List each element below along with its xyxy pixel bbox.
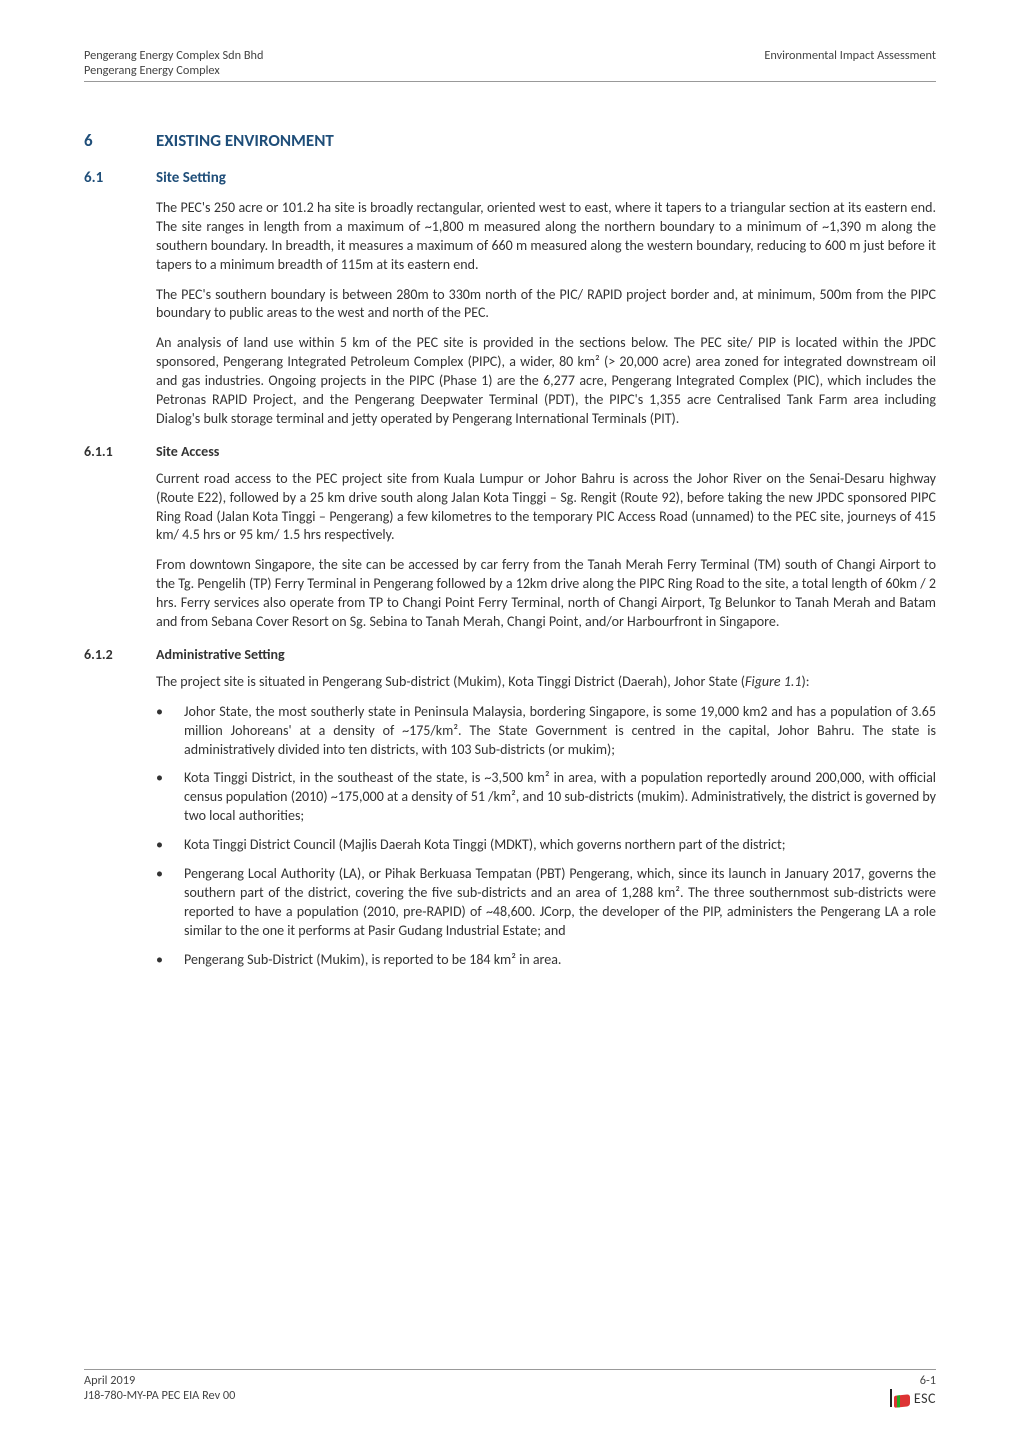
bullet-list-6-1-2: •Johor State, the most southerly state i… [156,703,936,970]
heading-6-num: 6 [84,130,156,151]
para-6-1-2: The PEC's southern boundary is between 2… [156,286,936,324]
section-6-1-1-body: Current road access to the PEC project s… [156,470,936,632]
list-item: •Kota Tinggi District Council (Majlis Da… [156,836,936,855]
heading-6-1-1: 6.1.1 Site Access [84,443,936,460]
para-6-1-2-1-a: The project site is situated in Pengeran… [156,673,745,690]
list-item-text: Johor State, the most southerly state in… [184,703,936,760]
header-right: Environmental Impact Assessment [764,48,936,78]
page-footer: April 2019 J18-780-MY-PA PEC EIA Rev 00 … [84,1369,936,1403]
list-item: •Pengerang Local Authority (LA), or Piha… [156,865,936,941]
list-item: •Pengerang Sub-District (Mukim), is repo… [156,951,936,970]
bullet-icon: • [156,769,184,826]
bullet-icon: • [156,836,184,855]
heading-6: 6 EXISTING ENVIRONMENT [84,130,936,151]
content: 6 EXISTING ENVIRONMENT 6.1 Site Setting … [84,130,936,970]
flag-pole-icon [890,1389,892,1407]
bullet-icon: • [156,951,184,970]
footer-doc-ref: J18-780-MY-PA PEC EIA Rev 00 [84,1388,235,1403]
footer-rule [84,1369,936,1370]
heading-6-1-num: 6.1 [84,169,156,187]
footer-left: April 2019 J18-780-MY-PA PEC EIA Rev 00 [84,1373,235,1403]
section-6-1-2-body: The project site is situated in Pengeran… [156,673,936,970]
header-doc-type: Environmental Impact Assessment [764,48,936,63]
header-company: Pengerang Energy Complex Sdn Bhd [84,48,263,63]
section-6-1-body: The PEC's 250 acre or 101.2 ha site is b… [156,199,936,429]
heading-6-1-1-num: 6.1.1 [84,443,156,460]
heading-6-1-1-title: Site Access [156,443,219,460]
heading-6-1-title: Site Setting [156,169,226,187]
esc-logo-text: ESC [914,1390,936,1407]
para-6-1-3: An analysis of land use within 5 km of t… [156,334,936,428]
header-rule [84,81,936,82]
heading-6-1: 6.1 Site Setting [84,169,936,187]
para-6-1-1-2: From downtown Singapore, the site can be… [156,556,936,632]
heading-6-1-2-num: 6.1.2 [84,646,156,663]
list-item-text: Pengerang Sub-District (Mukim), is repor… [184,951,936,970]
list-item: •Kota Tinggi District, in the southeast … [156,769,936,826]
header-left: Pengerang Energy Complex Sdn Bhd Pengera… [84,48,263,78]
page: Pengerang Energy Complex Sdn Bhd Pengera… [0,0,1020,1441]
para-6-1-1: The PEC's 250 acre or 101.2 ha site is b… [156,199,936,275]
figure-ref-1-1: Figure 1.1 [745,673,801,690]
list-item-text: Pengerang Local Authority (LA), or Pihak… [184,865,936,941]
footer-page-number: 6-1 [920,1373,936,1388]
para-6-1-2-1-b: ): [801,673,809,690]
list-item-text: Kota Tinggi District, in the southeast o… [184,769,936,826]
list-item: •Johor State, the most southerly state i… [156,703,936,760]
page-header: Pengerang Energy Complex Sdn Bhd Pengera… [84,48,936,78]
heading-6-title: EXISTING ENVIRONMENT [156,130,334,151]
para-6-1-2-1: The project site is situated in Pengeran… [156,673,936,692]
header-project: Pengerang Energy Complex [84,63,263,78]
heading-6-1-2-title: Administrative Setting [156,646,285,663]
bullet-icon: • [156,865,184,941]
para-6-1-1-1: Current road access to the PEC project s… [156,470,936,546]
list-item-text: Kota Tinggi District Council (Majlis Dae… [184,836,936,855]
heading-6-1-2: 6.1.2 Administrative Setting [84,646,936,663]
footer-date: April 2019 [84,1373,235,1388]
bullet-icon: • [156,703,184,760]
flag-icon [894,1394,910,1408]
esc-logo: ESC [890,1389,936,1407]
